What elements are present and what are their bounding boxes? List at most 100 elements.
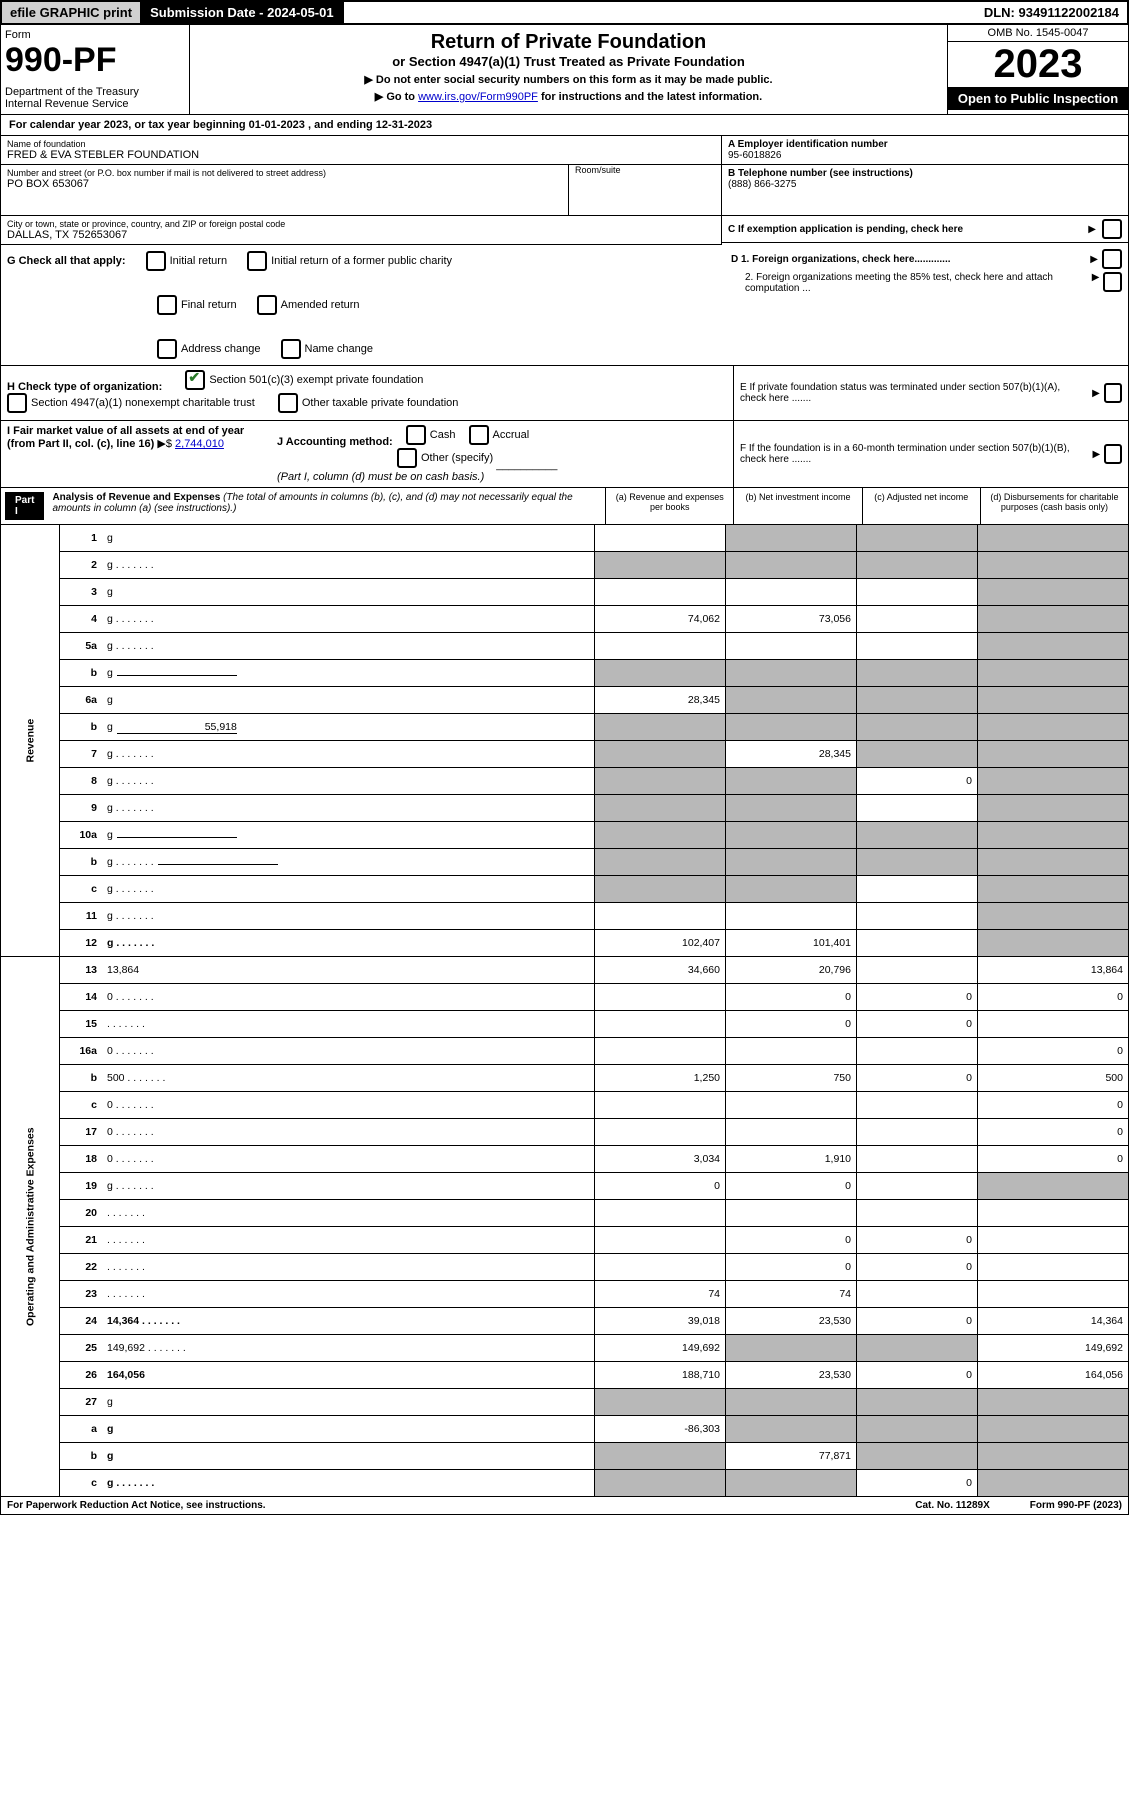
line-number: 20	[60, 1200, 103, 1227]
f-checkbox[interactable]	[1104, 444, 1122, 464]
h-501c3[interactable]	[185, 370, 205, 390]
col-d-value	[978, 768, 1129, 795]
line-desc: g	[102, 579, 595, 606]
instructions-link[interactable]: www.irs.gov/Form990PF	[418, 91, 538, 103]
ein-value: 95-6018826	[728, 150, 1122, 161]
col-c-value	[857, 741, 978, 768]
col-a-value: 1,250	[595, 1065, 726, 1092]
g-address-change[interactable]	[157, 339, 177, 359]
col-d-value	[978, 930, 1129, 957]
submission-date: Submission Date - 2024-05-01	[142, 2, 344, 23]
line-number: 5a	[60, 633, 103, 660]
col-b-head: (b) Net investment income	[734, 488, 862, 524]
line-desc: g . . . . . . .	[102, 606, 595, 633]
line-desc: 0 . . . . . . .	[102, 1146, 595, 1173]
col-d-value: 0	[978, 1146, 1129, 1173]
g-amended[interactable]	[257, 295, 277, 315]
col-b-value	[726, 714, 857, 741]
phone-label: B Telephone number (see instructions)	[728, 168, 1122, 179]
table-row: 21 . . . . . . .00	[1, 1227, 1129, 1254]
line-number: 26	[60, 1362, 103, 1389]
c-checkbox[interactable]	[1102, 219, 1122, 239]
col-d-value	[978, 1416, 1129, 1443]
g-initial-former[interactable]	[247, 251, 267, 271]
h-4947[interactable]	[7, 393, 27, 413]
col-d-value	[978, 903, 1129, 930]
col-c-value	[857, 1281, 978, 1308]
col-a-value: 0	[595, 1173, 726, 1200]
line-desc: g	[102, 1443, 595, 1470]
col-c-value: 0	[857, 1011, 978, 1038]
efile-print-button[interactable]: efile GRAPHIC print	[2, 2, 142, 23]
line-number: c	[60, 1470, 103, 1497]
table-row: 25149,692 . . . . . . .149,692149,692	[1, 1335, 1129, 1362]
line-number: a	[60, 1416, 103, 1443]
col-a-value	[595, 552, 726, 579]
line-desc: g	[102, 660, 595, 687]
line-number: b	[60, 849, 103, 876]
col-d-value	[978, 822, 1129, 849]
j-other[interactable]	[397, 448, 417, 468]
col-a-value	[595, 741, 726, 768]
col-b-value	[726, 768, 857, 795]
h-section: H Check type of organization: Section 50…	[0, 366, 1129, 421]
col-b-value	[726, 822, 857, 849]
col-d-value	[978, 606, 1129, 633]
j-cash[interactable]	[406, 425, 426, 445]
line-desc: 0 . . . . . . .	[102, 1092, 595, 1119]
col-b-value: 0	[726, 1254, 857, 1281]
col-a-value	[595, 1389, 726, 1416]
c-label: C If exemption application is pending, c…	[728, 224, 963, 235]
table-row: 170 . . . . . . .0	[1, 1119, 1129, 1146]
note-1: ▶ Do not enter social security numbers o…	[196, 73, 941, 86]
col-b-value: 0	[726, 1227, 857, 1254]
e-checkbox[interactable]	[1104, 383, 1122, 403]
e-label: E If private foundation status was termi…	[740, 382, 1088, 404]
g-final-return[interactable]	[157, 295, 177, 315]
calendar-year-line: For calendar year 2023, or tax year begi…	[0, 115, 1129, 136]
line-number: 9	[60, 795, 103, 822]
col-c-value	[857, 1119, 978, 1146]
table-row: 26164,056188,71023,5300164,056	[1, 1362, 1129, 1389]
col-d-value	[978, 876, 1129, 903]
opex-side-label: Operating and Administrative Expenses	[1, 957, 60, 1497]
table-row: 180 . . . . . . .3,0341,9100	[1, 1146, 1129, 1173]
col-c-value	[857, 687, 978, 714]
col-d-value	[978, 849, 1129, 876]
line-desc: g . . . . . . .	[102, 741, 595, 768]
col-a-value	[595, 876, 726, 903]
line-desc: 500 . . . . . . .	[102, 1065, 595, 1092]
line-desc: g	[102, 1389, 595, 1416]
col-d-value	[978, 1227, 1129, 1254]
j-accrual[interactable]	[469, 425, 489, 445]
d2-checkbox[interactable]	[1103, 272, 1122, 292]
line-number: 14	[60, 984, 103, 1011]
col-c-value	[857, 1146, 978, 1173]
col-d-value	[978, 1443, 1129, 1470]
foundation-name: FRED & EVA STEBLER FOUNDATION	[7, 149, 715, 161]
g-name-change[interactable]	[281, 339, 301, 359]
part1-header-row: Part I Analysis of Revenue and Expenses …	[0, 488, 1129, 525]
table-row: 22 . . . . . . .00	[1, 1254, 1129, 1281]
dln: DLN: 93491122002184	[976, 2, 1127, 23]
col-b-value	[726, 525, 857, 552]
d1-checkbox[interactable]	[1102, 249, 1122, 269]
col-b-value	[726, 633, 857, 660]
room-label: Room/suite	[575, 165, 715, 175]
col-d-value: 0	[978, 1038, 1129, 1065]
col-d-value: 0	[978, 1092, 1129, 1119]
col-d-value: 164,056	[978, 1362, 1129, 1389]
col-b-value	[726, 1038, 857, 1065]
col-d-value	[978, 1281, 1129, 1308]
h-other-taxable[interactable]	[278, 393, 298, 413]
line-number: 10a	[60, 822, 103, 849]
col-c-value: 0	[857, 1308, 978, 1335]
col-a-head: (a) Revenue and expenses per books	[606, 488, 734, 524]
col-b-value	[726, 1335, 857, 1362]
h-label: H Check type of organization:	[7, 381, 162, 393]
col-b-value	[726, 1389, 857, 1416]
col-b-value	[726, 579, 857, 606]
city-state-zip: DALLAS, TX 752653067	[7, 229, 715, 241]
g-initial-return[interactable]	[146, 251, 166, 271]
col-a-value	[595, 1011, 726, 1038]
